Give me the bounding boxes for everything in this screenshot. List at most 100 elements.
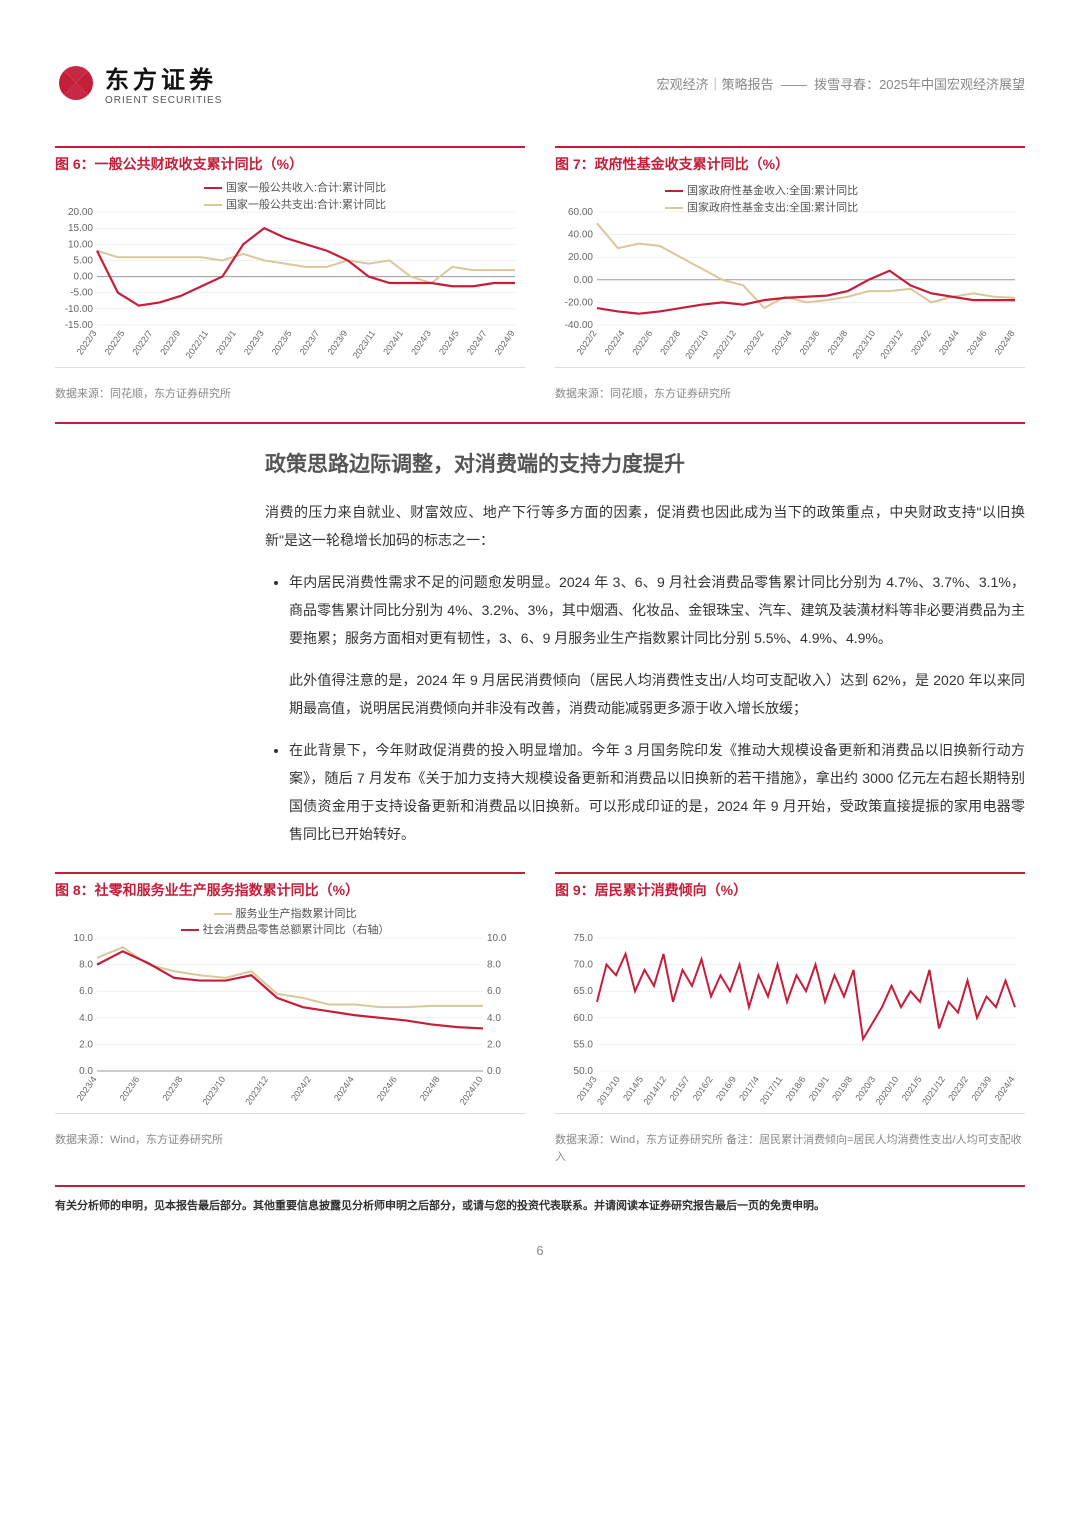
- svg-text:2024/6: 2024/6: [375, 1074, 399, 1102]
- para-1: 消费的压力来自就业、财富效应、地产下行等多方面的因素，促消费也因此成为当下的政策…: [265, 498, 1025, 554]
- svg-text:10.00: 10.00: [68, 239, 93, 250]
- footer-disclaimer: 有关分析师的申明，见本报告最后部分。其他重要信息披露见分析师申明之后部分，或请与…: [55, 1185, 1025, 1213]
- svg-text:2022/12: 2022/12: [711, 328, 738, 360]
- logo-text-cn: 东方证券: [105, 60, 222, 95]
- svg-text:40.00: 40.00: [568, 230, 593, 241]
- svg-text:2023/3: 2023/3: [242, 328, 266, 356]
- chart-8-title: 图 8：社零和服务业生产服务指数累计同比（%）: [55, 872, 525, 904]
- svg-text:10.0: 10.0: [74, 933, 94, 944]
- svg-text:2024/10: 2024/10: [458, 1074, 485, 1106]
- chart-6-title: 图 6：一般公共财政收支累计同比（%）: [55, 146, 525, 178]
- bullet-2: 在此背景下，今年财政促消费的投入明显增加。今年 3 月国务院印发《推动大规模设备…: [289, 736, 1025, 848]
- page-header: 东方证券 ORIENT SECURITIES 宏观经济｜策略报告 —— 拨雪寻春…: [55, 60, 1025, 106]
- svg-text:0.00: 0.00: [74, 272, 94, 283]
- chart-6: 图 6：一般公共财政收支累计同比（%） 国家一般公共收入:合计:累计同比 国家一…: [55, 146, 525, 412]
- logo-text-en: ORIENT SECURITIES: [105, 95, 222, 106]
- svg-text:-20.00: -20.00: [565, 297, 594, 308]
- svg-text:2023/5: 2023/5: [270, 328, 294, 356]
- svg-text:2015/7: 2015/7: [668, 1074, 692, 1102]
- svg-text:2023/7: 2023/7: [298, 328, 322, 356]
- svg-text:2017/11: 2017/11: [758, 1074, 784, 1106]
- svg-text:2022/8: 2022/8: [658, 328, 682, 356]
- chart-8: 图 8：社零和服务业生产服务指数累计同比（%） 服务业生产指数累计同比 社会消费…: [55, 872, 525, 1175]
- svg-text:2019/8: 2019/8: [830, 1074, 854, 1102]
- svg-text:-10.00: -10.00: [65, 304, 94, 315]
- header-meta: 宏观经济｜策略报告 —— 拨雪寻春：2025年中国宏观经济展望: [657, 74, 1025, 93]
- svg-text:20.00: 20.00: [568, 252, 593, 263]
- bullet-1: 年内居民消费性需求不足的问题愈发明显。2024 年 3、6、9 月社会消费品零售…: [289, 568, 1025, 722]
- svg-text:55.0: 55.0: [574, 1039, 594, 1050]
- svg-text:2023/9: 2023/9: [969, 1074, 993, 1102]
- svg-text:2023/1: 2023/1: [214, 328, 238, 356]
- svg-text:2014/12: 2014/12: [641, 1074, 668, 1106]
- logo: 东方证券 ORIENT SECURITIES: [55, 60, 222, 106]
- svg-text:2020/3: 2020/3: [853, 1074, 877, 1102]
- svg-text:2022/11: 2022/11: [184, 328, 210, 360]
- chart-9: 图 9：居民累计消费倾向（%） 50.055.060.065.070.075.0…: [555, 872, 1025, 1175]
- header-meta-left: 宏观经济｜策略报告: [657, 77, 774, 92]
- svg-text:2024/4: 2024/4: [332, 1074, 356, 1102]
- chart-9-title: 图 9：居民累计消费倾向（%）: [555, 872, 1025, 904]
- svg-text:20.00: 20.00: [68, 207, 93, 218]
- svg-text:2023/2: 2023/2: [946, 1074, 970, 1102]
- svg-text:2024/3: 2024/3: [409, 328, 433, 356]
- svg-text:2023/11: 2023/11: [351, 328, 377, 360]
- svg-text:2023/6: 2023/6: [798, 328, 822, 356]
- svg-text:2014/5: 2014/5: [621, 1074, 645, 1102]
- bullet-1-text: 年内居民消费性需求不足的问题愈发明显。2024 年 3、6、9 月社会消费品零售…: [289, 574, 1025, 646]
- svg-text:2017/4: 2017/4: [737, 1074, 761, 1102]
- svg-text:0.00: 0.00: [574, 275, 594, 286]
- chart-row-2: 图 8：社零和服务业生产服务指数累计同比（%） 服务业生产指数累计同比 社会消费…: [55, 872, 1025, 1175]
- svg-text:5.00: 5.00: [74, 255, 94, 266]
- svg-text:2024/6: 2024/6: [965, 328, 989, 356]
- svg-text:2024/8: 2024/8: [993, 328, 1017, 356]
- svg-text:2021/12: 2021/12: [920, 1074, 947, 1106]
- svg-text:2022/7: 2022/7: [130, 328, 154, 356]
- svg-text:6.0: 6.0: [487, 986, 501, 997]
- svg-text:2024/9: 2024/9: [493, 328, 517, 356]
- svg-text:2023/2: 2023/2: [742, 328, 766, 356]
- chart-row-1: 图 6：一般公共财政收支累计同比（%） 国家一般公共收入:合计:累计同比 国家一…: [55, 146, 1025, 412]
- svg-text:2023/10: 2023/10: [850, 328, 877, 360]
- chart-7-title: 图 7：政府性基金收支累计同比（%）: [555, 146, 1025, 178]
- svg-text:2016/2: 2016/2: [691, 1074, 715, 1102]
- svg-text:2024/7: 2024/7: [465, 328, 489, 356]
- svg-text:2024/2: 2024/2: [289, 1074, 313, 1102]
- svg-text:10.0: 10.0: [487, 933, 507, 944]
- svg-text:2023/4: 2023/4: [75, 1074, 99, 1102]
- header-meta-right: 拨雪寻春：2025年中国宏观经济展望: [814, 77, 1025, 92]
- chart-9-source: 数据来源：Wind，东方证券研究所 备注：居民累计消费倾向=居民人均消费性支出/…: [555, 1114, 1025, 1175]
- svg-text:75.0: 75.0: [574, 933, 594, 944]
- svg-text:8.0: 8.0: [79, 959, 93, 970]
- svg-text:2023/6: 2023/6: [118, 1074, 142, 1102]
- chart-6-source: 数据来源：同花顺，东方证券研究所: [55, 368, 525, 412]
- svg-text:60.0: 60.0: [574, 1012, 594, 1023]
- svg-text:2022/2: 2022/2: [575, 328, 599, 356]
- svg-text:2022/9: 2022/9: [158, 328, 182, 356]
- svg-text:2023/12: 2023/12: [243, 1074, 270, 1106]
- svg-text:2023/9: 2023/9: [325, 328, 349, 356]
- svg-text:2024/5: 2024/5: [437, 328, 461, 356]
- svg-text:2016/9: 2016/9: [714, 1074, 738, 1102]
- svg-text:8.0: 8.0: [487, 959, 501, 970]
- svg-text:2024/2: 2024/2: [909, 328, 933, 356]
- separator: [55, 422, 1025, 424]
- bullet-1-para2: 此外值得注意的是，2024 年 9 月居民消费倾向（居民人均消费性支出/人均可支…: [289, 666, 1025, 722]
- chart-7-source: 数据来源：同花顺，东方证券研究所: [555, 368, 1025, 412]
- svg-text:2024/8: 2024/8: [418, 1074, 442, 1102]
- svg-text:2022/3: 2022/3: [75, 328, 99, 356]
- svg-text:2023/8: 2023/8: [160, 1074, 184, 1102]
- svg-text:4.0: 4.0: [487, 1012, 501, 1023]
- svg-text:2.0: 2.0: [487, 1039, 501, 1050]
- svg-text:65.0: 65.0: [574, 986, 594, 997]
- chart-7: 图 7：政府性基金收支累计同比（%） 国家政府性基金收入:全国:累计同比 国家政…: [555, 146, 1025, 412]
- svg-text:70.0: 70.0: [574, 959, 594, 970]
- bullet-list: 年内居民消费性需求不足的问题愈发明显。2024 年 3、6、9 月社会消费品零售…: [265, 568, 1025, 848]
- svg-text:15.00: 15.00: [68, 223, 93, 234]
- svg-text:2.0: 2.0: [79, 1039, 93, 1050]
- svg-text:0.0: 0.0: [487, 1066, 501, 1077]
- svg-text:2022/10: 2022/10: [683, 328, 710, 360]
- svg-text:2023/10: 2023/10: [200, 1074, 227, 1106]
- svg-text:2023/12: 2023/12: [878, 328, 905, 360]
- svg-text:4.0: 4.0: [79, 1012, 93, 1023]
